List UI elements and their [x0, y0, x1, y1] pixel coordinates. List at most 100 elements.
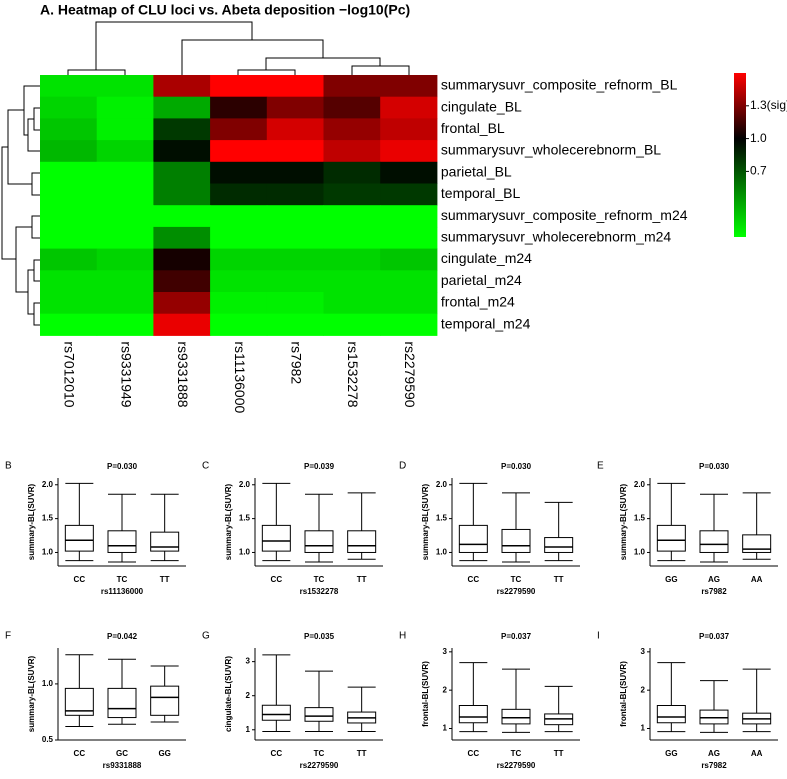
heatmap-cell [40, 96, 98, 119]
panel-letter: H [399, 631, 406, 642]
heatmap-cell [266, 96, 324, 119]
heatmap-cell [210, 140, 268, 163]
x-tick-label: AG [708, 749, 720, 758]
row-label: summarysuvr_composite_refnorm_BL [441, 77, 678, 93]
row-label: summarysuvr_wholecerebnorm_BL [441, 142, 661, 158]
heatmap-cell [40, 270, 98, 293]
heatmap-cell [153, 140, 211, 163]
y-tick-label: 2.0 [42, 480, 54, 489]
p-value: P=0.030 [107, 462, 138, 471]
y-tick-label: 2.0 [436, 480, 448, 489]
box [656, 705, 686, 724]
row-label: temporal_m24 [441, 315, 531, 331]
heatmap-cell [153, 270, 211, 293]
heatmap-cell [96, 226, 154, 250]
heatmap-cell [210, 205, 268, 228]
y-axis-label: summary-BL(SUVR) [421, 483, 430, 560]
y-tick-label: 3 [246, 657, 251, 666]
box [501, 528, 531, 553]
heatmap-cell [40, 292, 98, 315]
heatmap-cell [380, 140, 438, 163]
heatmap-cell [153, 292, 211, 315]
heatmap-cell [40, 226, 98, 250]
panel-letter: C [202, 461, 209, 472]
box [501, 708, 531, 725]
x-axis-label: rs2279590 [300, 761, 339, 770]
heatmap-cell [153, 96, 211, 119]
y-tick-label: 1.0 [42, 679, 54, 688]
box [699, 709, 729, 725]
panel-letter: F [5, 631, 11, 642]
heatmap-cell [266, 183, 324, 206]
x-axis-label: rs9331888 [103, 761, 142, 770]
y-axis-label: summary-BL(SUVR) [619, 483, 628, 560]
box [699, 530, 729, 553]
row-label: parietal_m24 [441, 272, 522, 288]
panel-letter: G [202, 631, 210, 642]
heatmap-cell [96, 161, 154, 184]
heatmap-cell [153, 118, 211, 141]
y-tick-label: 1.0 [42, 548, 54, 557]
y-tick-label: 2.0 [634, 480, 646, 489]
y-tick-label: 2 [443, 685, 448, 694]
heatmap-cell [40, 313, 98, 336]
x-axis-label: rs2279590 [497, 761, 536, 770]
box [64, 524, 94, 552]
column-label: rs9331888 [175, 341, 191, 407]
column-label: rs1532278 [345, 341, 361, 407]
y-tick-label: 2.0 [239, 480, 251, 489]
heatmap-cell [96, 292, 154, 315]
heatmap-cell [40, 248, 98, 271]
y-axis-label: summary-BL(SUVR) [27, 655, 36, 732]
heatmap-cell [210, 161, 268, 184]
heatmap-cell [380, 161, 438, 184]
y-axis-label: cingulate-BL(SUVR) [224, 656, 233, 732]
x-tick-label: AG [708, 575, 720, 584]
heatmap-cell [96, 96, 154, 119]
colorbar [734, 73, 746, 237]
x-tick-label: GG [158, 749, 170, 758]
heatmap-cell [266, 205, 324, 228]
heatmap-cell [153, 205, 211, 228]
y-tick-label: 3 [443, 647, 448, 656]
y-tick-label: 1.5 [436, 514, 448, 523]
heatmap-title: A. Heatmap of CLU loci vs. Abeta deposit… [40, 2, 410, 18]
x-axis-label: rs7982 [701, 587, 727, 596]
row-label: frontal_BL [441, 120, 505, 136]
y-tick-label: 1 [443, 724, 448, 733]
heatmap-cell [210, 270, 268, 293]
heatmap-cell [210, 226, 268, 250]
heatmap-cell [266, 75, 324, 98]
heatmap-cell [380, 183, 438, 206]
x-tick-label: CC [271, 575, 283, 584]
heatmap-cell [266, 140, 324, 163]
heatmap-cell [40, 75, 98, 98]
row-label: temporal_BL [441, 185, 521, 201]
y-tick-label: 1 [246, 725, 251, 734]
x-tick-label: TC [511, 575, 522, 584]
heatmap-cell [210, 292, 268, 315]
box [458, 524, 488, 553]
heatmap-cell [266, 226, 324, 250]
x-tick-label: TT [554, 575, 564, 584]
row-label: cingulate_BL [441, 98, 522, 114]
y-tick-label: 1.5 [239, 514, 251, 523]
box [150, 531, 180, 552]
x-tick-label: GG [665, 749, 677, 758]
row-label: summarysuvr_wholecerebnorm_m24 [441, 228, 672, 244]
p-value: P=0.042 [107, 632, 138, 641]
x-tick-label: TC [314, 575, 325, 584]
heatmap-cell [40, 205, 98, 228]
y-tick-label: 1.0 [239, 548, 251, 557]
heatmap-cell [323, 248, 381, 271]
y-tick-label: 1.5 [634, 514, 646, 523]
column-dendrogram [67, 21, 410, 75]
colorbar-tick-label: 0.7 [750, 164, 767, 178]
box [304, 530, 334, 553]
panel-letter: I [597, 631, 600, 642]
heatmap-cell [96, 140, 154, 163]
y-axis-label: frontal-BL(SUVR) [421, 661, 430, 727]
x-axis-label: rs7982 [701, 761, 727, 770]
heatmap-cell [153, 226, 211, 250]
